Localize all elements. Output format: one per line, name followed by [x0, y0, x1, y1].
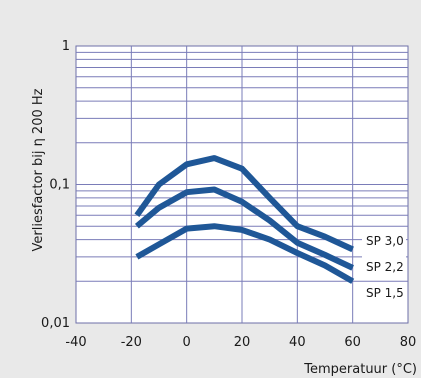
- y-tick-label: 0,1: [49, 178, 70, 193]
- x-tick-label: -40: [65, 335, 86, 350]
- x-tick-label: 80: [400, 335, 417, 350]
- series-line-1: [134, 155, 354, 253]
- x-axis-label: Temperatuur (°C): [303, 362, 417, 377]
- series-label-1: SP 3,0: [362, 230, 406, 250]
- x-tick-label: 20: [234, 335, 251, 350]
- y-tick-label: 1: [62, 39, 70, 54]
- series-label-text: SP 3,0: [366, 234, 404, 248]
- x-tick-label: 0: [183, 335, 191, 350]
- series-label-3: SP 1,5: [362, 282, 406, 302]
- y-tick-label: 0,01: [41, 316, 70, 331]
- x-tick-label: 60: [344, 335, 361, 350]
- series-label-2: SP 2,2: [362, 256, 406, 276]
- series-labels: SP 3,0 SP 2,2 SP 1,5: [362, 230, 406, 302]
- x-tick-labels: -40 -20 0 20 40 60 80: [65, 335, 416, 350]
- x-tick-label: 40: [289, 335, 306, 350]
- y-tick-labels: 0,01 0,1 1: [41, 39, 70, 331]
- grid-lines: [76, 46, 408, 323]
- series-label-box: [362, 230, 406, 250]
- series-label-text: SP 2,2: [366, 260, 404, 274]
- y-axis-label: Verliesfactor bij η 200 Hz: [31, 88, 46, 251]
- series-label-box: [362, 282, 406, 302]
- series-label-text: SP 1,5: [366, 286, 404, 300]
- x-tick-label: -20: [121, 335, 142, 350]
- series-line-2: [134, 186, 354, 271]
- series-lines: [134, 155, 355, 284]
- series-label-box: [362, 256, 406, 276]
- series-line-3: [135, 223, 355, 284]
